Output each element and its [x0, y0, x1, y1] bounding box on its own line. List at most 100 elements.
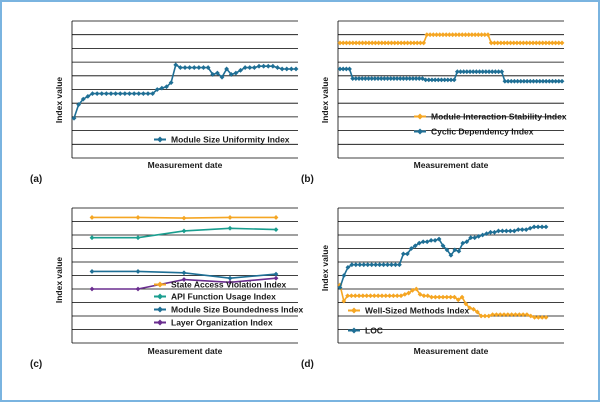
data-point-marker	[418, 40, 423, 46]
data-point-marker	[535, 314, 541, 320]
data-point-marker	[497, 312, 503, 318]
data-point-marker	[458, 69, 463, 75]
data-point-marker	[275, 65, 280, 70]
panel-d-legend: Well-Sized Methods Index LOC	[348, 306, 469, 336]
panel-b-xlabel: Measurement date	[414, 160, 489, 170]
data-point-marker	[413, 76, 419, 81]
data-point-marker	[503, 228, 509, 234]
legend-text-loc: LOC	[365, 326, 383, 336]
data-point-marker	[553, 40, 558, 46]
data-point-marker	[443, 32, 449, 38]
data-point-marker	[559, 78, 565, 84]
data-point-marker	[533, 40, 539, 46]
data-point-marker	[446, 32, 452, 38]
data-point-marker	[397, 76, 403, 81]
legend-marker-well-sized-methods	[351, 307, 357, 314]
data-point-marker	[372, 40, 378, 46]
legend-text-module-size-uniformity: Module Size Uniformity Index	[171, 135, 290, 145]
panel-d-ylabel: Index value	[320, 245, 330, 292]
data-point-marker	[379, 293, 385, 299]
data-point-marker	[537, 40, 542, 46]
data-point-marker	[448, 294, 454, 300]
data-point-marker	[375, 76, 381, 81]
panel-c-xlabel: Measurement date	[148, 346, 223, 356]
data-point-marker	[377, 262, 383, 268]
data-point-marker	[173, 62, 179, 68]
panel-b-plot	[337, 32, 565, 84]
data-point-marker	[459, 32, 465, 38]
data-point-marker	[228, 72, 234, 77]
data-point-marker	[540, 40, 546, 46]
data-point-marker	[288, 66, 294, 72]
data-point-marker	[391, 293, 396, 299]
legend-text-module-size-boundedness: Module Size Boundedness Index	[171, 305, 304, 315]
data-point-marker	[251, 65, 257, 70]
data-point-marker	[337, 66, 343, 72]
data-point-marker	[511, 228, 517, 234]
data-point-marker	[89, 235, 95, 241]
data-point-marker	[89, 269, 95, 274]
data-point-marker	[224, 66, 230, 72]
data-point-marker	[127, 91, 132, 97]
data-point-marker	[135, 215, 141, 220]
data-point-marker	[511, 40, 517, 46]
data-point-marker	[392, 40, 398, 46]
legend-text-module-interaction-stability: Module Interaction Stability Index	[431, 112, 567, 122]
data-point-marker	[150, 91, 156, 97]
data-point-marker	[382, 40, 388, 46]
data-point-marker	[349, 293, 354, 299]
data-point-marker	[135, 269, 141, 274]
data-point-marker	[397, 262, 402, 268]
data-point-marker	[383, 293, 389, 299]
data-point-marker	[424, 239, 430, 245]
data-point-marker	[480, 69, 486, 75]
data-point-marker	[427, 32, 433, 38]
data-point-marker	[242, 65, 248, 70]
panel-a-xlabel: Measurement date	[148, 160, 223, 170]
data-point-marker	[417, 292, 423, 297]
data-point-marker	[451, 77, 457, 83]
data-point-marker	[461, 69, 467, 75]
data-point-marker	[486, 69, 492, 75]
data-point-marker	[340, 40, 346, 46]
data-point-marker	[540, 78, 546, 84]
legend-marker-state-access	[157, 281, 163, 288]
data-point-marker	[440, 294, 446, 300]
data-point-marker	[492, 40, 497, 46]
data-point-marker	[468, 235, 474, 241]
data-point-marker	[479, 32, 484, 38]
data-point-marker	[472, 235, 478, 241]
data-point-marker	[80, 96, 86, 102]
data-point-marker	[501, 312, 507, 318]
data-point-marker	[284, 66, 290, 72]
data-point-marker	[135, 235, 141, 241]
data-point-marker	[113, 91, 119, 97]
data-point-marker	[168, 80, 174, 86]
data-point-marker	[347, 66, 352, 72]
data-point-marker	[507, 228, 513, 234]
data-point-marker	[187, 65, 193, 70]
data-point-marker	[436, 294, 442, 300]
panel-a-ylabel: Index value	[54, 77, 64, 124]
data-point-marker	[490, 312, 495, 318]
legend-text-state-access: State Access Violation Index	[171, 280, 287, 290]
data-point-marker	[505, 312, 511, 318]
data-point-marker	[350, 76, 356, 81]
data-point-marker	[337, 285, 343, 291]
data-point-marker	[432, 238, 438, 243]
data-point-marker	[553, 78, 559, 84]
legend-marker-module-interaction-stability	[417, 113, 423, 120]
data-point-marker	[513, 312, 518, 318]
panel-b-legend: Module Interaction Stability Index Cycli…	[414, 112, 567, 137]
data-point-marker	[450, 32, 456, 38]
data-point-marker	[432, 77, 438, 83]
data-point-marker	[345, 293, 351, 299]
data-point-marker	[537, 78, 543, 84]
data-point-marker	[416, 76, 422, 81]
data-point-marker	[505, 78, 511, 84]
data-point-marker	[411, 40, 417, 46]
panel-c-grid	[71, 207, 298, 344]
data-point-marker	[467, 305, 473, 311]
data-point-marker	[492, 229, 497, 235]
data-point-marker	[227, 225, 233, 231]
